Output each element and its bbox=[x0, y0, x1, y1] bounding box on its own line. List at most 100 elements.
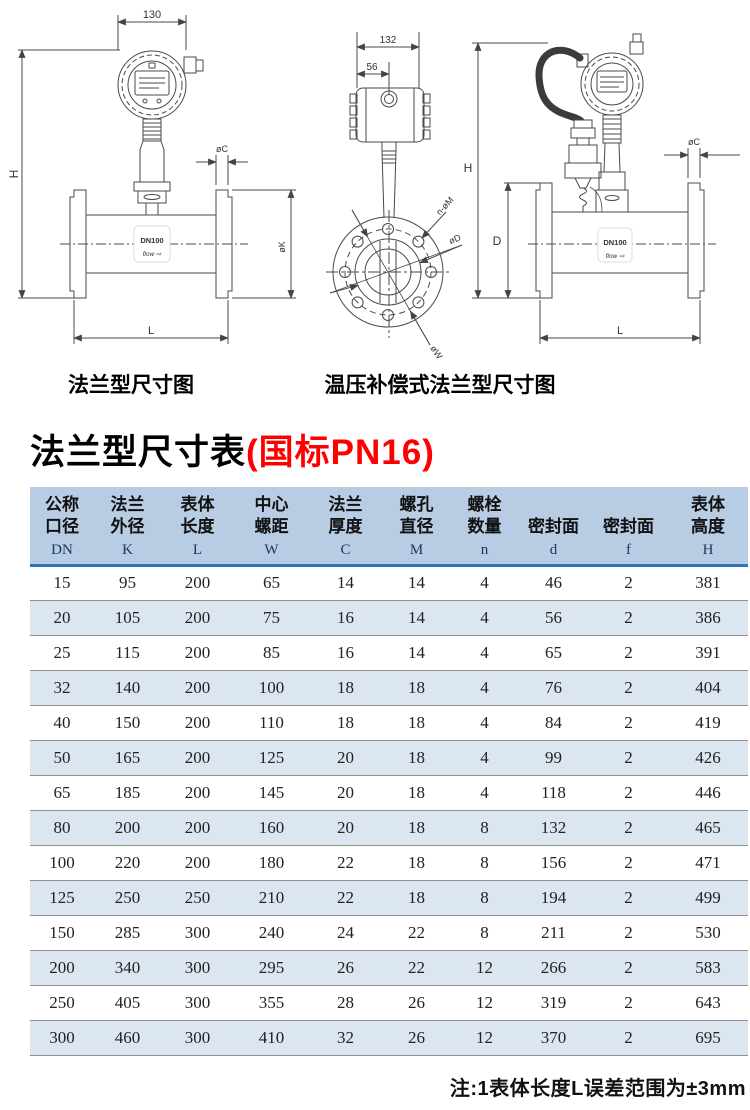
table-cell: 85 bbox=[234, 635, 309, 671]
table-cell: 4 bbox=[451, 635, 518, 671]
table-cell: 18 bbox=[382, 705, 451, 741]
table-cell: 26 bbox=[382, 985, 451, 1021]
table-cell: 8 bbox=[451, 880, 518, 916]
table-row: 200 340 300 295 26 22 12 266 2 583 bbox=[30, 950, 748, 986]
dim-label-height-2: H bbox=[464, 161, 473, 175]
table-cell: 446 bbox=[668, 775, 748, 811]
table-cell: 56 bbox=[518, 600, 589, 636]
table-cell: 14 bbox=[382, 635, 451, 671]
table-cell: 381 bbox=[668, 565, 748, 601]
table-cell: 499 bbox=[668, 880, 748, 916]
table-cell: 2 bbox=[589, 670, 668, 706]
table-cell: 8 bbox=[451, 845, 518, 881]
table-cell: 160 bbox=[234, 810, 309, 846]
table-row: 25 115 200 85 16 14 4 65 2 391 bbox=[30, 635, 748, 671]
table-cell: 4 bbox=[451, 740, 518, 776]
table-cell: 14 bbox=[382, 600, 451, 636]
table-cell: 250 bbox=[94, 880, 161, 916]
table-cell: 4 bbox=[451, 705, 518, 741]
table-cell: 18 bbox=[382, 845, 451, 881]
table-cell: 2 bbox=[589, 985, 668, 1021]
table-cell: 12 bbox=[451, 985, 518, 1021]
table-cell: 125 bbox=[30, 880, 94, 916]
compensated-type-drawing bbox=[472, 33, 740, 344]
table-cell: 18 bbox=[382, 880, 451, 916]
table-header-cell: 法兰 外径 K bbox=[94, 487, 161, 567]
table-row: 80 200 200 160 20 18 8 132 2 465 bbox=[30, 810, 748, 846]
table-cell: 15 bbox=[30, 565, 94, 601]
table-cell: 200 bbox=[161, 670, 234, 706]
table-cell: 386 bbox=[668, 600, 748, 636]
table-cell: 300 bbox=[161, 950, 234, 986]
table-cell: 16 bbox=[309, 635, 382, 671]
table-row: 50 165 200 125 20 18 4 99 2 426 bbox=[30, 740, 748, 776]
section-title: 法兰型尺寸表(国标PN16) bbox=[30, 424, 435, 475]
table-cell: 20 bbox=[309, 775, 382, 811]
table-cell: 150 bbox=[30, 915, 94, 951]
table-cell: 2 bbox=[589, 635, 668, 671]
dim-label-length-2: L bbox=[617, 325, 623, 337]
table-cell: 65 bbox=[518, 635, 589, 671]
table-row: 20 105 200 75 16 14 4 56 2 386 bbox=[30, 600, 748, 636]
table-row: 150 285 300 240 24 22 8 211 2 530 bbox=[30, 915, 748, 951]
table-cell: 200 bbox=[161, 845, 234, 881]
table-cell: 4 bbox=[451, 670, 518, 706]
table-cell: 2 bbox=[589, 565, 668, 601]
table-cell: 22 bbox=[309, 845, 382, 881]
dim-label-seal-face: øD bbox=[447, 232, 462, 246]
table-cell: 65 bbox=[30, 775, 94, 811]
flange-type-drawing bbox=[18, 15, 296, 344]
table-cell: 26 bbox=[309, 950, 382, 986]
table-cell: 80 bbox=[30, 810, 94, 846]
table-cell: 20 bbox=[309, 810, 382, 846]
table-cell: 471 bbox=[668, 845, 748, 881]
table-row: 65 185 200 145 20 18 4 118 2 446 bbox=[30, 775, 748, 811]
table-cell: 2 bbox=[589, 775, 668, 811]
table-cell: 295 bbox=[234, 950, 309, 986]
table-cell: 100 bbox=[30, 845, 94, 881]
table-cell: 465 bbox=[668, 810, 748, 846]
table-cell: 2 bbox=[589, 740, 668, 776]
table-cell: 180 bbox=[234, 845, 309, 881]
table-cell: 211 bbox=[518, 915, 589, 951]
table-cell: 75 bbox=[234, 600, 309, 636]
table-cell: 200 bbox=[161, 635, 234, 671]
table-cell: 99 bbox=[518, 740, 589, 776]
dim-label-width: 130 bbox=[143, 9, 161, 21]
table-cell: 391 bbox=[668, 635, 748, 671]
table-cell: 100 bbox=[234, 670, 309, 706]
title-main: 法兰型尺寸表 bbox=[30, 433, 247, 472]
table-cell: 643 bbox=[668, 985, 748, 1021]
table-row: 40 150 200 110 18 18 4 84 2 419 bbox=[30, 705, 748, 741]
table-cell: 115 bbox=[94, 635, 161, 671]
table-cell: 14 bbox=[309, 565, 382, 601]
flange-face-drawing bbox=[326, 32, 463, 346]
table-cell: 2 bbox=[589, 880, 668, 916]
table-cell: 250 bbox=[161, 880, 234, 916]
table-cell: 20 bbox=[30, 600, 94, 636]
table-cell: 2 bbox=[589, 705, 668, 741]
table-cell: 84 bbox=[518, 705, 589, 741]
table-header-cell: 螺孔 直径 M bbox=[382, 487, 451, 567]
table-cell: 18 bbox=[309, 705, 382, 741]
flow-direction-label-2: flow ⇨ bbox=[606, 253, 625, 260]
table-cell: 110 bbox=[234, 705, 309, 741]
table-cell: 20 bbox=[309, 740, 382, 776]
table-cell: 105 bbox=[94, 600, 161, 636]
pipe-size-label-2: DN100 bbox=[603, 238, 626, 247]
table-cell: 200 bbox=[161, 600, 234, 636]
table-body: 15 95 200 65 14 14 4 46 2 381 20 105 200 75 16 14 4 56 2 38… bbox=[30, 565, 748, 1056]
table-header-cell: 密封面 f bbox=[589, 487, 668, 567]
table-header-row: 公称 口径 DN 法兰 外径 K 表体 长度 L 中心 螺距 W 法兰 厚度 C 螺孔 直径 M 螺栓 数量 n 密封面 d… bbox=[30, 487, 748, 567]
caption-flange-type: 法兰型尺寸图 bbox=[68, 373, 194, 397]
table-cell: 220 bbox=[94, 845, 161, 881]
table-cell: 40 bbox=[30, 705, 94, 741]
table-cell: 2 bbox=[589, 950, 668, 986]
table-cell: 32 bbox=[309, 1020, 382, 1056]
table-cell: 530 bbox=[668, 915, 748, 951]
table-cell: 2 bbox=[589, 1020, 668, 1056]
table-header-cell: 中心 螺距 W bbox=[234, 487, 309, 567]
dim-label-flange-thickness: øC bbox=[216, 144, 228, 154]
dim-label-length: L bbox=[148, 325, 154, 337]
table-cell: 210 bbox=[234, 880, 309, 916]
